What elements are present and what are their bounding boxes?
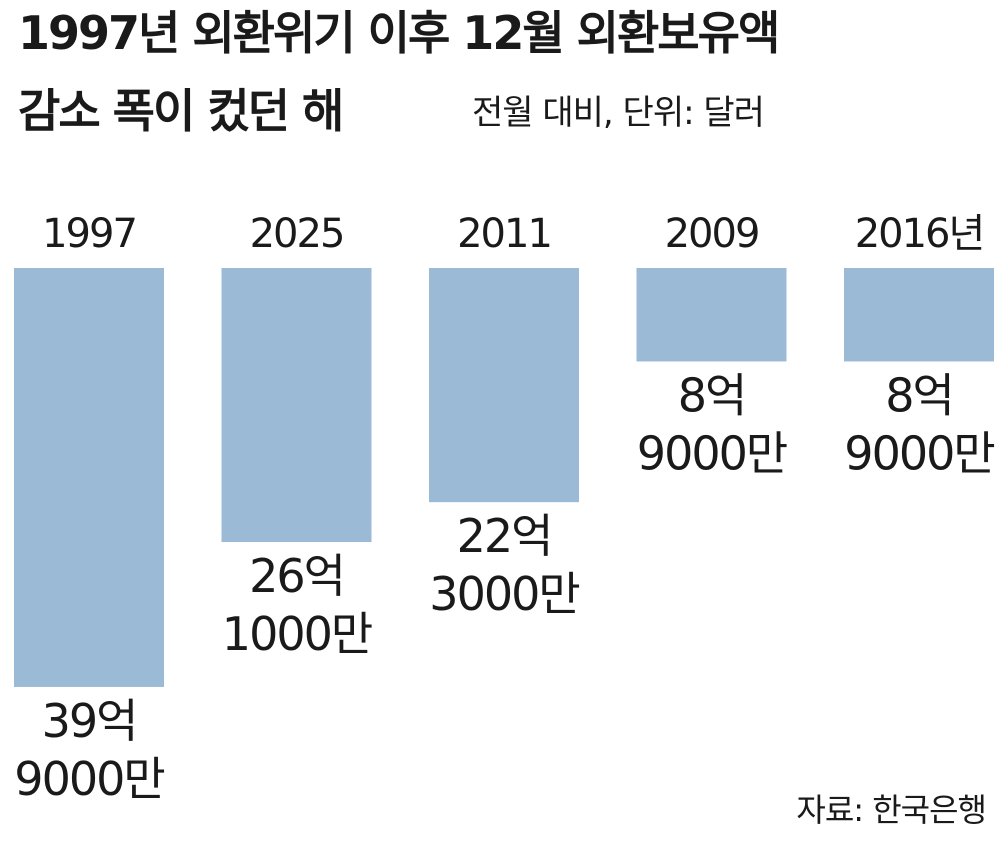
bar-2 <box>429 268 579 503</box>
value-label-1-1: 1000만 <box>222 607 372 661</box>
category-label-3: 2009 <box>665 211 759 257</box>
chart-subtitle: 전월 대비, 단위: 달러 <box>472 93 765 133</box>
chart-title-line-1: 1997년 외환위기 이후 12월 외환보유액 <box>18 6 780 60</box>
category-label-1: 2025 <box>250 211 344 257</box>
category-label-0: 1997 <box>42 211 136 257</box>
value-label-2-1: 3000만 <box>429 567 579 621</box>
value-label-4-0: 8억 <box>885 368 953 422</box>
category-label-4: 2016년 <box>855 211 984 257</box>
value-label-4-1: 9000만 <box>844 426 994 480</box>
value-label-3-0: 8억 <box>678 368 746 422</box>
bar-4 <box>844 268 994 362</box>
source-note: 자료: 한국은행 <box>796 791 987 829</box>
value-label-0-0: 39억 <box>42 694 137 748</box>
bar-3 <box>636 268 787 362</box>
chart-title-line-2: 감소 폭이 컸던 해 <box>18 84 344 138</box>
category-label-2: 2011 <box>457 211 551 257</box>
bar-1 <box>221 268 372 543</box>
value-label-1-0: 26억 <box>249 549 344 603</box>
value-label-0-1: 9000만 <box>14 752 164 806</box>
value-label-2-0: 22억 <box>457 509 552 563</box>
value-label-3-1: 9000만 <box>637 426 787 480</box>
bar-0 <box>14 268 164 687</box>
